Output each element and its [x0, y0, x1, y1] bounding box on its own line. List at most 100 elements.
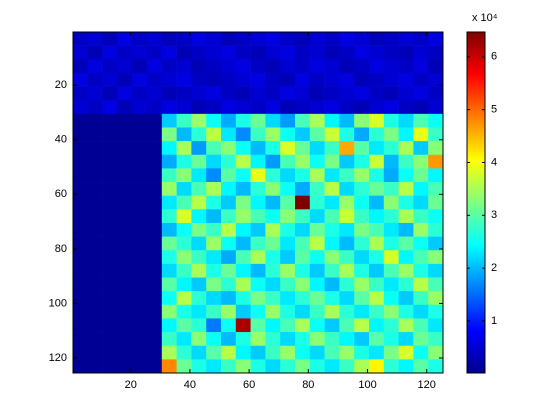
heatmap-cell [161, 195, 177, 210]
heatmap-cell [117, 86, 133, 101]
heatmap-cell [309, 86, 325, 101]
heatmap-cell [369, 168, 385, 183]
colorbar-tick-label: 6 [491, 51, 497, 63]
heatmap-cell [250, 59, 266, 74]
heatmap-cell [235, 182, 251, 196]
heatmap-cell [87, 86, 103, 101]
heatmap-cell [191, 45, 207, 60]
heatmap-cell [295, 318, 311, 333]
heatmap-cell [265, 113, 281, 128]
heatmap-cell [398, 359, 414, 373]
heatmap-cell [221, 345, 237, 360]
heatmap-cell [383, 236, 399, 251]
heatmap-cell [428, 304, 443, 319]
heatmap-cell [87, 113, 103, 128]
heatmap-cell [428, 263, 443, 278]
heatmap-cell [398, 141, 414, 156]
heatmap-cell [354, 100, 370, 115]
heatmap-cell [383, 113, 399, 128]
heatmap-cell [265, 86, 281, 101]
heatmap-cell [191, 263, 207, 278]
heatmap-cell [369, 304, 385, 319]
axes-frame [72, 31, 444, 374]
heatmap-cell [132, 154, 148, 169]
heatmap-cell [235, 72, 251, 87]
heatmap-cell [339, 127, 355, 142]
heatmap-cell [235, 345, 251, 360]
heatmap-cell [428, 195, 443, 210]
heatmap-cell [132, 141, 148, 156]
heatmap-cell [102, 318, 118, 333]
heatmap-cell [132, 318, 148, 333]
heatmap-cell [73, 250, 89, 265]
heatmap-cell [161, 113, 177, 128]
heatmap-cell [398, 277, 414, 292]
heatmap-cell [132, 304, 148, 319]
heatmap-cell [309, 209, 325, 224]
heatmap-cell [280, 59, 296, 74]
heatmap-cell [309, 250, 325, 265]
colorbar-tick-label: 3 [491, 209, 497, 221]
heatmap-cell [117, 72, 133, 87]
heatmap-cell [235, 236, 251, 251]
heatmap-cell [295, 359, 311, 373]
heatmap-cell [250, 113, 266, 128]
heatmap-cell [191, 32, 207, 46]
heatmap-cell [221, 154, 237, 169]
heatmap-cell [221, 32, 237, 46]
heatmap-cell [73, 127, 89, 142]
heatmap-cell [161, 86, 177, 101]
heatmap-cell [309, 291, 325, 306]
heatmap-cell [428, 59, 443, 74]
heatmap-cell [147, 113, 163, 128]
heatmap-cell [206, 32, 222, 46]
heatmap-cell [87, 250, 103, 265]
heatmap-cell [324, 59, 340, 74]
heatmap-cell [235, 277, 251, 292]
heatmap-cell [324, 332, 340, 347]
heatmap-cell [132, 209, 148, 224]
heatmap-cell [295, 45, 311, 60]
heatmap-cell [295, 32, 311, 46]
heatmap-cell [206, 59, 222, 74]
heatmap-cell [383, 318, 399, 333]
heatmap-cell [73, 182, 89, 196]
heatmap-cell [87, 195, 103, 210]
heatmap-cell [398, 332, 414, 347]
heatmap-cell [354, 359, 370, 373]
heatmap-cell [398, 304, 414, 319]
heatmap-cell [295, 209, 311, 224]
heatmap-cell [176, 86, 192, 101]
heatmap-cell [87, 332, 103, 347]
heatmap-cell [369, 359, 385, 373]
heatmap-cell [339, 209, 355, 224]
heatmap-cell [206, 263, 222, 278]
heatmap-cell [383, 209, 399, 224]
heatmap-cell [176, 277, 192, 292]
heatmap-cell [132, 32, 148, 46]
heatmap-cell [206, 359, 222, 373]
heatmap-cell [398, 32, 414, 46]
heatmap-cell [191, 209, 207, 224]
heatmap-cell [161, 359, 177, 373]
heatmap-cell [161, 332, 177, 347]
heatmap-cell [161, 318, 177, 333]
heatmap-cell [206, 345, 222, 360]
x-tick-label: 120 [418, 379, 436, 391]
heatmap-cell [280, 154, 296, 169]
heatmap-cell [339, 195, 355, 210]
heatmap-cell [206, 332, 222, 347]
heatmap-cell [147, 45, 163, 60]
heatmap-cell [280, 141, 296, 156]
heatmap-cell [295, 86, 311, 101]
heatmap-cell [354, 263, 370, 278]
heatmap-cell [161, 72, 177, 87]
heatmap-cell [324, 72, 340, 87]
heatmap-cell [413, 291, 429, 306]
heatmap-cell [102, 304, 118, 319]
heatmap-cell [191, 332, 207, 347]
heatmap-cell [176, 45, 192, 60]
colorbar [466, 31, 486, 374]
heatmap-cell [354, 250, 370, 265]
heatmap-cell [191, 59, 207, 74]
